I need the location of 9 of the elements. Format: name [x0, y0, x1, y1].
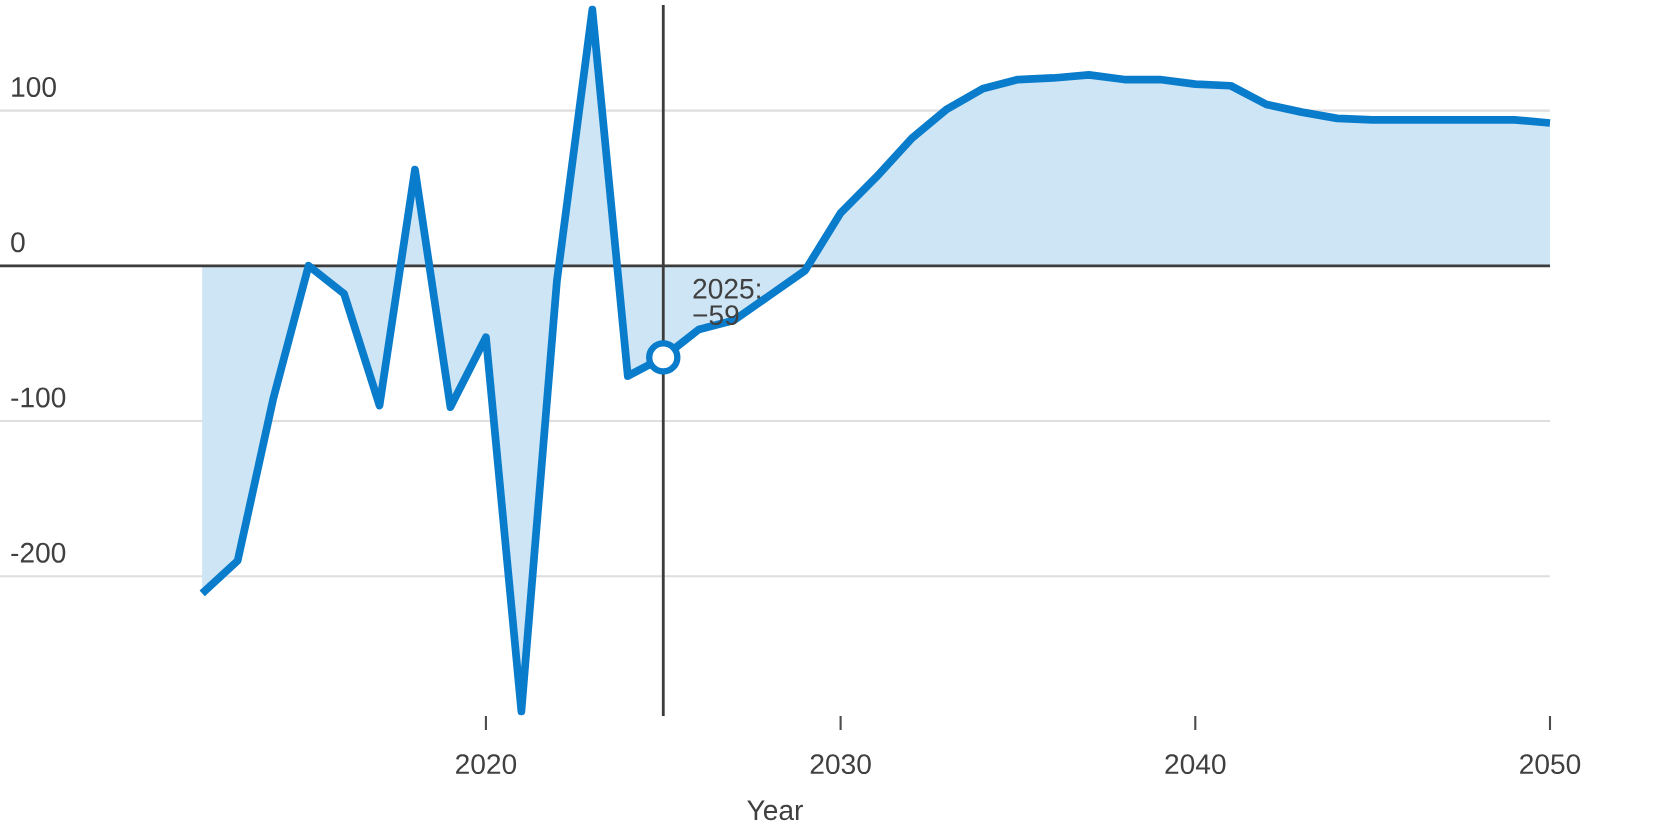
x-tick-label: 2040 [1165, 754, 1226, 775]
y-tick-label: -200 [11, 542, 66, 563]
y-tick-label: 100 [12, 77, 56, 97]
x-tick-label: 2030 [810, 754, 871, 775]
y-tick-label: 0 [11, 232, 25, 253]
x-axis-title: Year [747, 800, 803, 821]
x-tick-label: 2050 [1520, 754, 1581, 775]
x-tick-label: 2020 [456, 754, 517, 775]
y-tick-label: -100 [11, 387, 66, 408]
